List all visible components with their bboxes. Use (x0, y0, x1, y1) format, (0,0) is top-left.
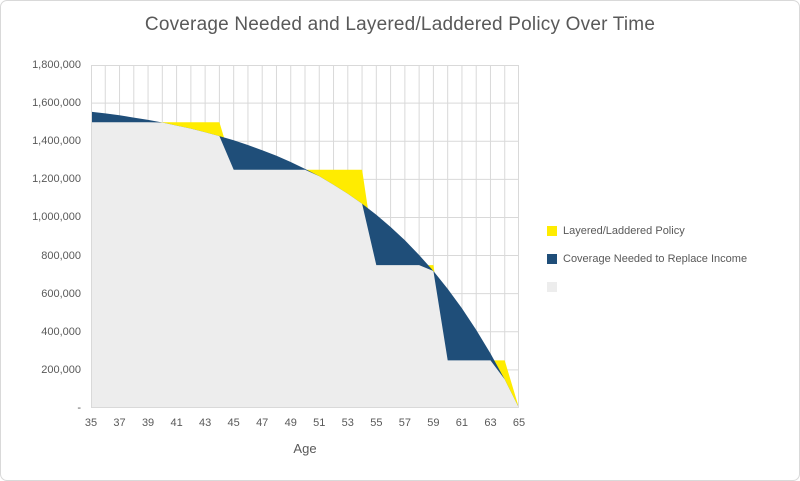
x-tick-label: 49 (284, 417, 297, 429)
x-tick-label: 59 (427, 417, 440, 429)
y-tick-label: 1,800,000 (32, 59, 81, 71)
x-tick-label: 55 (370, 417, 383, 429)
x-tick-label: 41 (170, 417, 183, 429)
y-tick-label: 600,000 (41, 287, 81, 300)
x-tick-label: 47 (256, 417, 269, 429)
y-tick-label: 1,200,000 (32, 173, 81, 186)
x-tick-label: 63 (484, 417, 497, 429)
legend-swatch (547, 226, 557, 236)
legend-item: Coverage Needed to Replace Income (547, 245, 747, 273)
legend-label: Coverage Needed to Replace Income (563, 253, 748, 265)
x-tick-label: 53 (341, 417, 354, 429)
plot-border (91, 65, 519, 408)
legend: Layered/Laddered Policy Coverage Needed t… (547, 217, 747, 301)
legend-item (547, 273, 747, 301)
x-tick-label: 37 (113, 417, 126, 429)
y-tick-label: - (77, 402, 81, 414)
x-tick-label: 35 (84, 417, 98, 429)
x-axis-title: Age (293, 441, 317, 456)
x-tick-label: 45 (227, 417, 240, 429)
legend-label: Layered/Laddered Policy (563, 225, 685, 237)
area-overlap (91, 122, 519, 408)
x-tick-label: 65 (512, 417, 526, 429)
y-tick-label: 1,400,000 (32, 135, 81, 148)
y-tick-label: 400,000 (41, 325, 81, 338)
legend-swatch (547, 254, 557, 264)
plot-area (91, 65, 519, 408)
y-tick-label: 1,600,000 (32, 97, 81, 110)
x-tick-label: 39 (141, 417, 155, 429)
legend-swatch (547, 282, 557, 292)
y-tick-label: 1,000,000 (32, 211, 81, 224)
x-tick-label: 61 (455, 417, 469, 429)
y-tick-label: 200,000 (41, 363, 81, 376)
y-tick-label: 800,000 (41, 249, 81, 262)
x-tick-label: 51 (313, 417, 326, 429)
x-tick-label: 43 (199, 417, 212, 429)
chart-title: Coverage Needed and Layered/Laddered Pol… (144, 14, 656, 35)
legend-item: Layered/Laddered Policy (547, 217, 747, 245)
x-tick-label: 57 (398, 417, 411, 429)
